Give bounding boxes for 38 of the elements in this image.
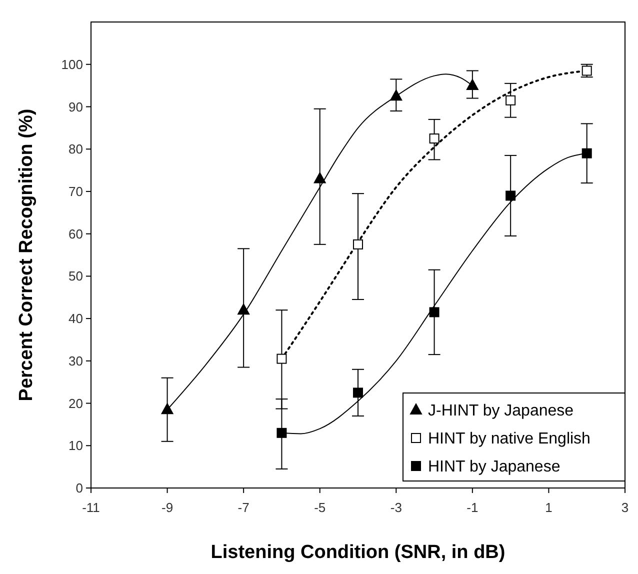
point	[314, 172, 326, 184]
point	[276, 428, 287, 438]
x-tick-label: -11	[82, 500, 100, 515]
point	[390, 90, 402, 101]
y-tick-label: 30	[68, 353, 83, 368]
y-axis-title: Percent Correct Recognition (%)	[16, 108, 37, 402]
point	[353, 388, 363, 398]
x-tick-label: -5	[314, 500, 326, 515]
y-tick-label: 20	[68, 396, 83, 411]
legend-label: J-HINT by Japanese	[428, 402, 574, 420]
x-tick-label: 3	[621, 500, 629, 515]
point	[238, 304, 250, 315]
point	[466, 79, 478, 90]
point	[429, 134, 440, 144]
y-tick-label: 80	[68, 142, 83, 157]
x-tick-label: -1	[466, 500, 478, 515]
y-tick-label: 40	[68, 311, 83, 326]
legend-label: HINT by native English	[428, 430, 590, 448]
point	[353, 239, 363, 250]
legend-label: HINT by Japanese	[428, 458, 560, 476]
point	[161, 403, 174, 414]
x-axis-title: Listening Condition (SNR, in dB)	[210, 542, 506, 563]
point	[506, 95, 516, 106]
point	[429, 307, 440, 318]
y-tick-label: 100	[61, 56, 83, 72]
y-tick-label: 70	[68, 184, 83, 200]
x-tick-label: -9	[162, 500, 174, 515]
y-tick-label: 90	[68, 99, 83, 114]
y-tick-label: 60	[68, 226, 83, 242]
x-tick-label: -3	[390, 500, 402, 515]
x-tick-label: 1	[545, 500, 552, 515]
y-tick-label: 50	[68, 268, 83, 284]
point	[506, 190, 516, 201]
point	[276, 354, 287, 364]
y-tick-label: 10	[68, 438, 83, 454]
x-tick-label: -7	[238, 500, 250, 515]
point	[582, 148, 592, 158]
y-tick-label: 0	[76, 480, 83, 496]
